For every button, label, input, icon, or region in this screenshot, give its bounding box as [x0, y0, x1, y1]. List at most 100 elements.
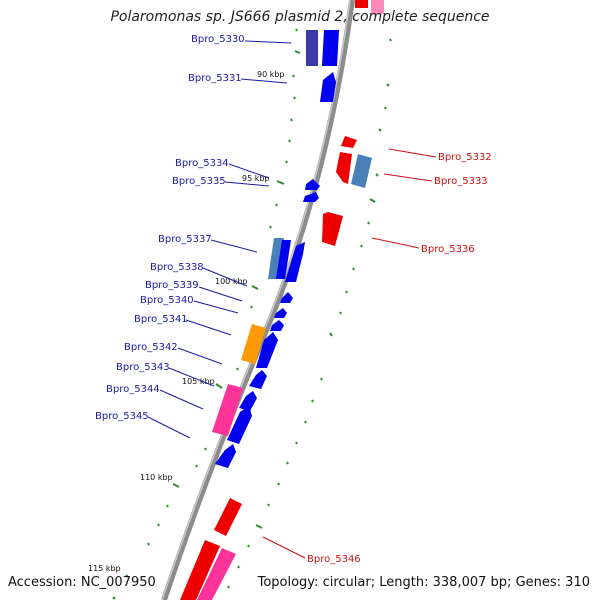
gene-bpro-5330-block-b [322, 30, 339, 66]
gene-label-forward: Bpro_5337 [158, 234, 212, 245]
tick-mark [157, 523, 160, 527]
map-title: Polaromonas sp. JS666 plasmid 2, complet… [110, 9, 490, 25]
length-value: 338,007 bp [432, 575, 508, 590]
gene-label-forward: Bpro_5338 [150, 262, 204, 273]
gene-bpro-5344-pink [212, 384, 243, 436]
leader-line [202, 267, 248, 287]
gene-label-forward: Bpro_5343 [116, 362, 170, 373]
leader-line [388, 148, 437, 158]
leader-line [240, 78, 288, 84]
tick-mark [345, 290, 348, 294]
tick-mark [125, 574, 129, 578]
kbp-label: 105 kbp [182, 377, 215, 386]
gene-bpro-5337-c [285, 242, 305, 282]
tick-mark [384, 106, 387, 110]
tick-mark [293, 96, 296, 100]
tick-mark [215, 383, 223, 389]
kbp-label: 95 kbp [242, 174, 270, 183]
leader-line [262, 536, 306, 559]
leader-line [185, 319, 232, 336]
tick-mark [360, 244, 363, 248]
gene-label-forward: Bpro_5339 [145, 280, 199, 291]
leader-line [383, 173, 433, 182]
gene-bpro-5331 [320, 72, 336, 102]
tick-mark [277, 482, 280, 486]
gene-bpro-5343 [239, 391, 257, 411]
gene-bpro-5342 [249, 370, 267, 389]
gene-label-forward: Bpro_5330 [191, 34, 245, 45]
tick-mark [276, 180, 285, 185]
gene-label-forward: Bpro_5344 [106, 384, 160, 395]
sequence-summary: Topology: circular; Length: 338,007 bp; … [257, 575, 590, 590]
leader-line [159, 389, 204, 410]
tick-mark [295, 441, 298, 445]
leader-line [228, 163, 270, 179]
tick-mark [112, 596, 116, 600]
accession-value: NC_007950 [80, 575, 156, 590]
gene-feature-top-red [355, 0, 368, 8]
gene-bpro-5336 [322, 212, 343, 246]
gene-label-reverse: Bpro_5336 [421, 244, 475, 255]
tick-mark [250, 305, 253, 309]
gene-bpro-5334 [305, 179, 320, 190]
gene-bpro-5339 [274, 308, 287, 318]
gene-bpro-5332-b [336, 152, 352, 184]
gene-label-forward: Bpro_5342 [124, 342, 178, 353]
gene-bpro-5337-b [276, 240, 291, 279]
gene-bpro-5347-b [197, 548, 236, 600]
tick-mark [172, 483, 180, 488]
tick-mark [389, 38, 392, 42]
gene-bpro-5341 [256, 332, 278, 368]
tick-mark [311, 399, 314, 403]
tick-mark [290, 118, 293, 122]
tick-mark [227, 585, 230, 589]
tick-mark [236, 367, 239, 371]
genes-label: Genes: [515, 575, 562, 590]
gene-label-forward: Bpro_5341 [134, 314, 188, 325]
tick-mark [195, 464, 198, 468]
tick-mark [166, 504, 169, 508]
gene-bpro-5333 [351, 154, 372, 188]
tick-mark [352, 267, 355, 271]
tick-mark [367, 221, 370, 225]
length-label: Length: [379, 575, 429, 590]
gene-label-reverse: Bpro_5332 [438, 152, 492, 163]
topology-label: Topology: [257, 575, 319, 590]
leader-line [210, 239, 258, 253]
gene-label-reverse: Bpro_5346 [307, 554, 361, 565]
gene-bpro-5338 [280, 292, 293, 303]
tick-mark [269, 225, 272, 229]
gene-label-forward: Bpro_5334 [175, 158, 229, 169]
genes-value: 310 [565, 575, 590, 590]
leader-line [198, 286, 243, 302]
gene-label-forward: Bpro_5345 [95, 411, 149, 422]
kbp-label: 90 kbp [257, 70, 285, 79]
tick-mark [286, 461, 289, 465]
leader-line [177, 347, 223, 365]
gene-bpro-5346 [214, 498, 242, 536]
leader-line [224, 181, 270, 187]
leader-line [244, 40, 292, 44]
tick-mark [237, 565, 240, 569]
gene-bpro-5345 [215, 444, 236, 468]
tick-mark [378, 128, 382, 132]
kbp-label: 110 kbp [140, 473, 173, 482]
gene-label-reverse: Bpro_5333 [434, 176, 488, 187]
leader-line [193, 300, 239, 314]
tick-mark [329, 332, 333, 337]
gene-bpro-5335 [303, 192, 319, 202]
tick-mark [386, 83, 390, 87]
tick-mark [292, 74, 295, 78]
accession-info: Accession: NC_007950 [8, 575, 156, 590]
gene-bpro-5341-orange [241, 324, 266, 364]
gene-bpro-5347-a [180, 540, 220, 600]
tick-mark [247, 544, 250, 548]
tick-mark [369, 198, 376, 203]
accession-label: Accession: [8, 575, 77, 590]
gene-label-forward: Bpro_5340 [140, 295, 194, 306]
tick-mark [339, 311, 342, 315]
leader-line [371, 237, 420, 249]
tick-mark [147, 542, 150, 546]
